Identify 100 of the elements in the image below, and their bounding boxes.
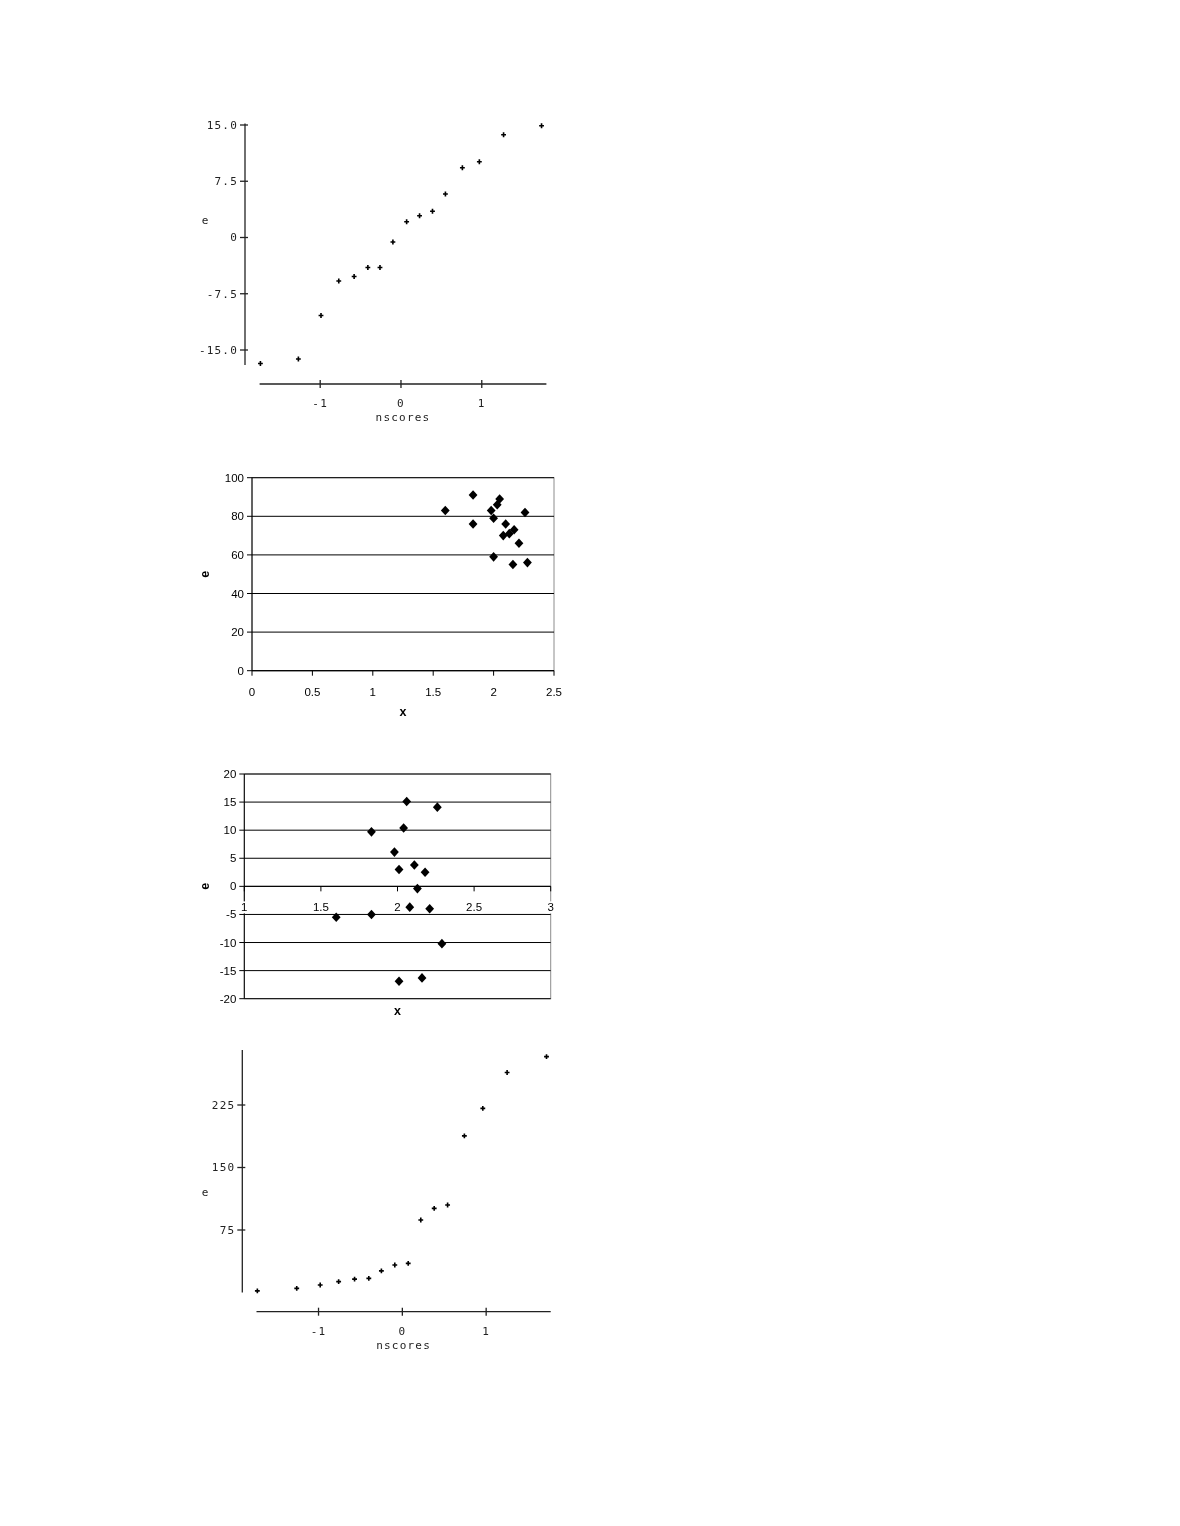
point (390, 239, 396, 245)
x-tick-label: 1 (241, 901, 248, 914)
y-tick-label: -15 (219, 964, 237, 977)
point (489, 552, 498, 562)
y-tick-label: 225 (211, 1098, 236, 1112)
x-tick-label: 0 (397, 396, 405, 410)
point (294, 1285, 300, 1291)
point (394, 976, 404, 987)
x-tick-label: 2.5 (546, 685, 562, 698)
point (317, 1282, 323, 1288)
point (523, 557, 532, 568)
point (352, 1276, 357, 1282)
point (399, 823, 409, 833)
point (405, 1260, 411, 1266)
y-tick-label: -5 (226, 908, 237, 921)
x-tick-label: 1 (482, 1324, 491, 1338)
point (390, 847, 399, 857)
point (437, 938, 447, 949)
x-tick-label: 1 (369, 685, 376, 698)
x-axis-title: nscores (376, 1338, 431, 1352)
x-tick-label: 0.5 (304, 685, 321, 698)
point (377, 265, 383, 270)
point (459, 165, 465, 171)
point (331, 912, 341, 923)
point (539, 123, 544, 129)
x-tick-label: 2 (394, 901, 401, 914)
point (480, 1105, 486, 1111)
point (254, 1288, 260, 1294)
x-tick-label: 0 (248, 685, 256, 698)
x-tick-label: 1 (477, 396, 486, 410)
y-axis-title: e (201, 213, 209, 227)
point (476, 159, 482, 165)
point (409, 860, 419, 870)
point (468, 490, 478, 500)
y-tick-label: 15 (223, 796, 237, 809)
y-tick-label: -20 (219, 992, 237, 1005)
x-tick-label: -1 (312, 396, 329, 410)
y-tick-label: -7.5 (206, 287, 238, 301)
point (440, 505, 450, 516)
point (367, 909, 376, 920)
point (417, 973, 427, 983)
x-axis-title: x (399, 705, 407, 720)
y-tick-label: 100 (224, 471, 244, 484)
point (430, 208, 435, 214)
x-axis-title: x (394, 1004, 402, 1019)
y-tick-label: 15.0 (206, 118, 238, 132)
point (366, 1275, 372, 1281)
y-tick-label: 20 (223, 768, 237, 781)
y-tick-label: -10 (219, 936, 237, 949)
y-tick-label: 10 (223, 824, 237, 837)
point (413, 883, 422, 894)
point (405, 902, 415, 912)
point (520, 507, 530, 518)
point (501, 132, 506, 138)
y-tick-label: 0 (230, 231, 238, 245)
point (336, 278, 342, 284)
y-tick-label: -15.0 (198, 343, 238, 357)
y-tick-label: 75 (219, 1223, 236, 1237)
point (420, 867, 430, 878)
y-tick-label: 0 (229, 880, 237, 893)
point (351, 274, 357, 279)
x-tick-label: 1.5 (425, 685, 442, 698)
point (501, 519, 511, 529)
point (504, 528, 514, 539)
x-tick-label: 1.5 (312, 901, 329, 914)
x-tick-label: 2 (490, 685, 497, 698)
x-axis-title: nscores (375, 410, 431, 424)
point (489, 513, 498, 524)
point (417, 213, 422, 219)
point (461, 1133, 467, 1139)
point (508, 559, 518, 570)
x-tick-label: 0 (398, 1324, 407, 1338)
y-axis-title: e (198, 882, 213, 890)
y-tick-label: 80 (231, 510, 244, 523)
point (468, 519, 478, 529)
x-tick-label: 2.5 (466, 901, 483, 914)
x-tick-label: 3 (547, 901, 554, 914)
point (509, 525, 519, 535)
y-axis-title: e (198, 570, 213, 578)
point (431, 1205, 437, 1211)
point (418, 1217, 424, 1223)
point (365, 265, 371, 270)
y-tick-label: 7.5 (214, 175, 238, 189)
point (445, 1202, 451, 1208)
y-axis-title: e (201, 1185, 209, 1199)
point (402, 796, 412, 807)
point (295, 356, 301, 362)
point (432, 802, 442, 812)
point (318, 313, 324, 318)
point (486, 505, 496, 516)
point (392, 1262, 398, 1268)
point (425, 904, 435, 914)
y-tick-label: 5 (229, 852, 237, 865)
point (367, 827, 376, 837)
y-tick-label: 150 (211, 1161, 236, 1175)
point (495, 494, 505, 504)
point (504, 1070, 510, 1075)
y-tick-label: 0 (237, 664, 244, 677)
point (404, 219, 410, 225)
y-tick-label: 60 (231, 548, 244, 561)
